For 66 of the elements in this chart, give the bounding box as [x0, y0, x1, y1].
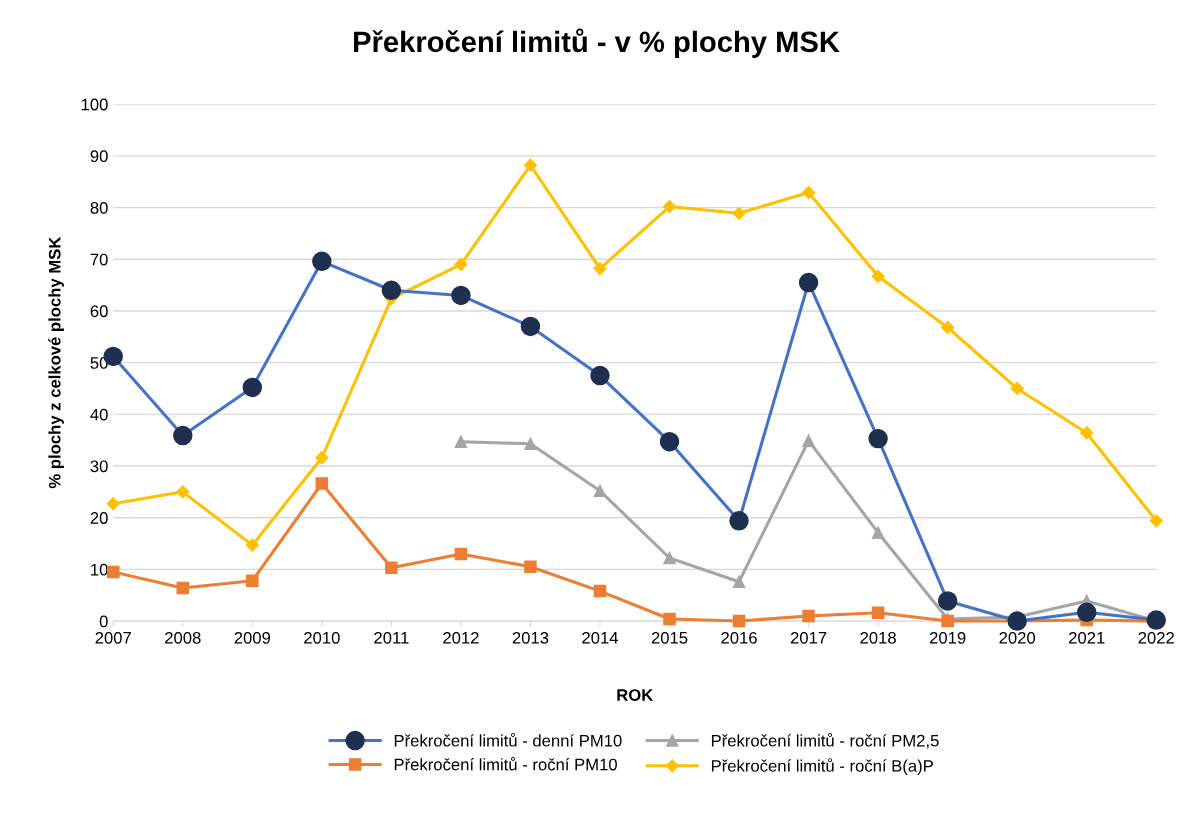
- y-tick-label: 0: [99, 615, 108, 628]
- point: [593, 584, 607, 598]
- y-tick-label: 70: [90, 253, 108, 266]
- point: [801, 185, 816, 200]
- point: [732, 614, 746, 628]
- y-tick-label: 20: [90, 512, 108, 524]
- point: [246, 574, 259, 588]
- legend-label: Překročení limitů - roční PM10: [394, 756, 617, 771]
- point: [871, 526, 885, 539]
- legend-label: Překročení limitů - roční PM2,5: [711, 732, 939, 749]
- point: [385, 561, 398, 575]
- point: [732, 575, 746, 589]
- y-tick-label: 30: [90, 460, 108, 473]
- y-tick-label: 80: [90, 201, 108, 214]
- point: [871, 606, 885, 620]
- point: [315, 477, 329, 490]
- y-tick-label: 60: [90, 305, 108, 318]
- point: [245, 538, 259, 552]
- x-axis-title: ROK: [617, 689, 654, 701]
- y-axis-title: % plochy z celkové plochy MSK: [48, 236, 64, 489]
- point: [802, 609, 815, 623]
- point: [663, 551, 676, 565]
- x-tick-label: 2017: [790, 631, 827, 644]
- point: [662, 199, 677, 214]
- x-tick-label: 2015: [651, 631, 688, 644]
- x-tick-label: 2014: [582, 631, 619, 644]
- x-tick-label: 2008: [165, 631, 201, 644]
- point: [176, 485, 190, 499]
- x-tick-label: 2018: [860, 631, 896, 644]
- point: [732, 206, 746, 220]
- point: [1010, 381, 1024, 396]
- point: [593, 484, 607, 498]
- point: [176, 581, 190, 595]
- point: [523, 158, 538, 172]
- x-tick-label: 2021: [1069, 631, 1105, 644]
- x-tick-label: 2011: [374, 631, 409, 644]
- y-tick-label: 40: [90, 408, 108, 421]
- y-tick-label: 90: [90, 150, 108, 163]
- point: [1149, 514, 1163, 528]
- point: [802, 434, 815, 447]
- x-tick-label: 2010: [304, 631, 340, 644]
- y-tick-label: 100: [81, 98, 108, 111]
- point: [454, 257, 468, 272]
- x-tick-label: 2013: [512, 631, 549, 644]
- point: [524, 560, 537, 574]
- point: [524, 437, 537, 451]
- x-tick-label: 2012: [443, 631, 479, 644]
- point: [106, 497, 120, 511]
- chart-title: Překročení limitů - v % plochy MSK: [354, 28, 840, 58]
- point: [663, 612, 676, 626]
- point: [871, 269, 885, 283]
- point: [1080, 426, 1094, 440]
- x-tick-label: 2022: [1138, 631, 1174, 644]
- legend-label: Překročení limitů - roční B(a)P: [711, 758, 933, 776]
- x-tick-label: 2009: [234, 631, 271, 644]
- point: [315, 451, 329, 465]
- point: [454, 547, 468, 561]
- legend-label: Překročení limitů - denní PM10: [394, 732, 622, 747]
- x-tick-label: 2016: [721, 631, 757, 644]
- point: [106, 565, 120, 579]
- x-tick-label: 2019: [929, 631, 966, 644]
- point: [454, 435, 468, 448]
- x-tick-label: 2020: [999, 631, 1036, 644]
- point: [941, 320, 955, 335]
- point: [593, 261, 607, 276]
- x-tick-label: 2007: [95, 631, 131, 644]
